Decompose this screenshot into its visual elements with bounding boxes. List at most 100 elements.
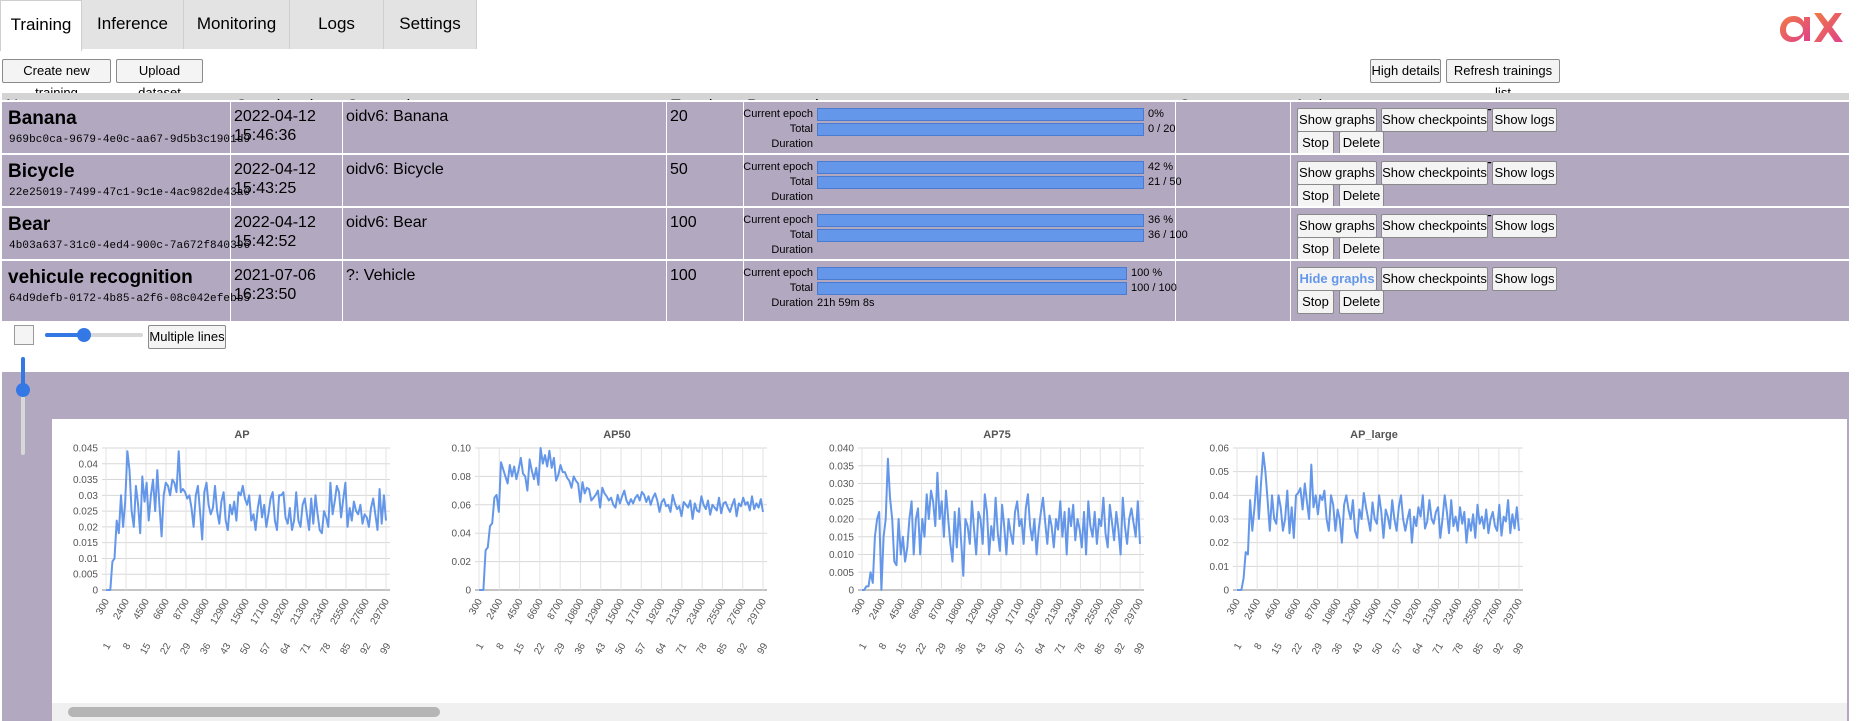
show-checkpoints-button[interactable]: Show checkpoints [1381,108,1488,132]
tab-monitoring[interactable]: Monitoring [184,0,290,49]
upload-dataset-button[interactable]: Upload dataset [116,59,203,100]
y-tick-label: 0.03 [79,491,99,502]
refresh-trainings-button[interactable]: Refresh trainings list [1446,59,1560,100]
scrollbar-thumb[interactable] [68,707,440,717]
tab-bar: Training Inference Monitoring Logs Setti… [0,0,1860,51]
show-logs-button[interactable]: Show logs [1492,161,1557,185]
x-epoch-tick-label: 8 [121,641,134,652]
y-tick-label: 0 [465,586,471,597]
x-epoch-tick-label: 85 [338,641,353,657]
delete-button[interactable]: Delete [1339,237,1384,261]
show-logs-button[interactable]: Show logs [1492,108,1557,132]
show-checkpoints-button[interactable]: Show checkpoints [1381,214,1488,238]
x-epoch-tick-label: 1 [1232,641,1245,652]
stop-button[interactable]: Stop [1297,237,1334,261]
x-epoch-tick-label: 22 [158,641,173,657]
x-iteration-tick-label: 29700 [369,597,393,627]
chart-1: AP50 0 0.02 0.04 0.06 0.08 0.10 300 2400 4500 6600… [452,429,771,657]
creation-date: 2021-07-06 [234,267,316,284]
y-tick-label: 0.08 [452,472,472,483]
series-line [1237,451,1520,591]
x-epoch-tick-label: 1 [474,641,487,652]
tab-settings[interactable]: Settings [384,0,477,49]
x-epoch-tick-label: 57 [258,641,273,657]
tab-training[interactable]: Training [0,0,82,51]
create-training-button[interactable]: Create new training [2,59,111,100]
high-details-button[interactable]: High details [1370,59,1441,83]
hide-graphs-button[interactable]: Hide graphs [1297,267,1377,291]
x-epoch-tick-label: 99 [378,641,393,657]
delete-button[interactable]: Delete [1339,131,1384,155]
show-checkpoints-button[interactable]: Show checkpoints [1381,267,1488,291]
horizontal-zoom-slider[interactable] [45,328,143,342]
x-epoch-tick-label: 50 [993,641,1008,657]
x-epoch-tick-label: 78 [695,641,710,657]
x-epoch-tick-label: 85 [715,641,730,657]
show-graphs-button[interactable]: Show graphs [1297,108,1377,132]
show-logs-button[interactable]: Show logs [1492,267,1557,291]
x-epoch-tick-label: 71 [674,641,689,657]
y-tick-label: 0.005 [73,570,98,581]
x-epoch-tick-label: 50 [238,641,253,657]
stop-button[interactable]: Stop [1297,184,1334,208]
x-iteration-tick-label: 2400 [485,597,506,622]
y-tick-label: 0.03 [1210,515,1230,526]
x-epoch-tick-label: 92 [1491,641,1506,657]
stop-button[interactable]: Stop [1297,290,1334,314]
x-epoch-tick-label: 64 [278,641,293,657]
y-tick-label: 0.015 [829,532,854,543]
x-iteration-tick-label: 300 [1225,597,1243,617]
current-epoch-bar [817,214,1144,227]
x-epoch-tick-label: 8 [877,641,890,652]
tab-inference[interactable]: Inference [82,0,184,49]
show-logs-button[interactable]: Show logs [1492,214,1557,238]
y-tick-label: 0.045 [73,444,98,455]
total-value: 21 / 50 [1148,176,1182,188]
total-label: Total [789,282,813,294]
y-tick-label: 0.06 [1210,444,1230,455]
vertical-zoom-slider[interactable] [16,357,30,455]
categories: ?: Vehicle [346,267,416,284]
x-iteration-tick-label: 4500 [505,597,526,622]
y-tick-label: 0 [848,586,854,597]
x-iteration-tick-label: 2400 [867,597,888,622]
current-epoch-value: 42 % [1148,161,1174,173]
slider-thumb[interactable] [77,328,91,342]
vertical-slider-thumb[interactable] [16,383,30,397]
chart-3: AP_large 0 0.01 0.02 0.03 0.04 0.05 0.06 300 2400… [1210,429,1527,657]
multiple-lines-button[interactable]: Multiple lines [148,325,226,349]
stop-button[interactable]: Stop [1297,131,1334,155]
x-epoch-tick-label: 22 [914,641,929,657]
x-epoch-tick-label: 78 [318,641,333,657]
x-epoch-tick-label: 71 [1431,641,1446,657]
series-line [862,457,1141,591]
y-tick-label: 0.035 [73,475,98,486]
chart-panel: AP 0 0.005 0.01 0.015 0.02 0.025 0.03 0.035 0.04 0… [52,419,1847,721]
x-epoch-tick-label: 15 [1270,641,1285,657]
categories: oidv6: Banana [346,108,449,125]
show-graphs-button[interactable]: Show graphs [1297,214,1377,238]
graph-toggle-checkbox[interactable] [14,325,34,345]
delete-button[interactable]: Delete [1339,290,1384,314]
delete-button[interactable]: Delete [1339,184,1384,208]
show-graphs-button[interactable]: Show graphs [1297,161,1377,185]
x-epoch-tick-label: 43 [593,641,608,657]
current-epoch-label: Current epoch [743,267,813,279]
chart-2: AP75 0 0.005 0.010 0.015 0.020 0.025 0.030 0.035… [829,429,1148,657]
slider-fill [45,333,85,337]
total-label: Total [789,229,813,241]
training-row: Bear 4b03a637-31c0-4ed4-900c-7a672f840396… [2,206,1849,268]
charts-svg: AP00.0050.010.0150.020.0250.030.0350.040… [73,429,1527,657]
x-iteration-tick-label: 29700 [1502,597,1526,627]
chart-title: AP50 [603,429,631,441]
current-epoch-bar [817,267,1127,280]
x-iteration-tick-label: 8700 [546,597,567,622]
horizontal-scrollbar[interactable] [52,703,1847,721]
y-tick-label: 0.02 [79,522,99,533]
x-epoch-tick-label: 22 [1290,641,1305,657]
x-epoch-tick-label: 78 [1073,641,1088,657]
show-checkpoints-button[interactable]: Show checkpoints [1381,161,1488,185]
tab-logs[interactable]: Logs [290,0,384,49]
x-epoch-tick-label: 15 [138,641,153,657]
x-epoch-tick-label: 36 [1330,641,1345,657]
